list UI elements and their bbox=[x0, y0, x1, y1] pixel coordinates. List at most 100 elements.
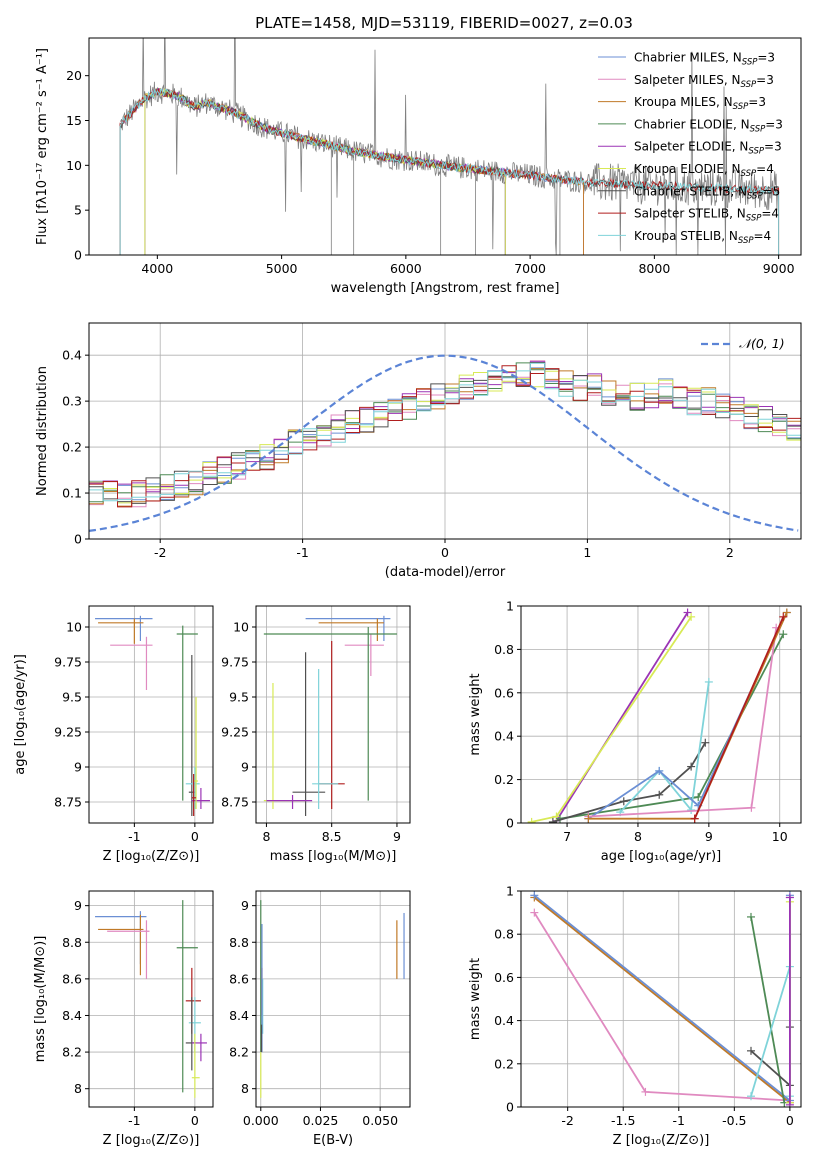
massweight_vs_age-xtick-label: 9 bbox=[705, 829, 713, 844]
age_vs_Z-xlabel: Z [log₁₀(Z/Z⊙)] bbox=[103, 849, 200, 864]
mass_vs_Z-xlabel: Z [log₁₀(Z/Z⊙)] bbox=[103, 1133, 200, 1148]
mass_vs_EBV-plot-area bbox=[260, 900, 405, 1098]
age_vs_mass-ytick-label: 9.5 bbox=[229, 690, 249, 705]
age_vs_Z-axes: -1 0 8.75 9 9.25 9.5 9.75 10 Z [log₁₀(Z/Z⊙)] age … bbox=[13, 605, 214, 864]
spectrum-plot-area bbox=[119, 38, 780, 255]
massweight_vs_age-ytick-label: 0 bbox=[506, 816, 514, 831]
massweight_vs_age-ytick-label: 0.8 bbox=[494, 642, 514, 657]
plots-layer: 4000 5000 6000 7000 8000 900005101520waveleng… bbox=[13, 37, 802, 1148]
mass_vs_Z-ytick-label: 8.6 bbox=[62, 971, 82, 986]
spectrum-ytick-label: 0 bbox=[74, 248, 82, 263]
mass_vs_EBV-ytick-label: 8.8 bbox=[229, 935, 249, 950]
figure-title: PLATE=1458, MJD=53119, FIBERID=0027, z=0… bbox=[255, 14, 633, 32]
histogram-gaussian-line bbox=[89, 354, 799, 532]
spectrum-xtick-label: 7000 bbox=[514, 261, 546, 276]
massweight_vs_age-series-line bbox=[555, 612, 689, 822]
histogram-xtick-label: -1 bbox=[296, 545, 308, 560]
age_vs_Z-ytick-label: 9 bbox=[74, 760, 82, 775]
spectrum-frame bbox=[88, 37, 802, 256]
mass_vs_EBV-xtick-label: 0.025 bbox=[303, 1113, 339, 1128]
massweight_vs_age-ytick-label: 0.4 bbox=[494, 729, 514, 744]
mass_vs_Z-ytick-label: 8.4 bbox=[62, 1008, 82, 1023]
histogram-xtick-label: 1 bbox=[583, 545, 591, 560]
massweight_vs_age-ytick-label: 0.2 bbox=[494, 772, 514, 787]
spectrum-legend-label: Chabrier STELIB, NSSP=5 bbox=[634, 184, 780, 201]
massweight_vs_age-xtick-label: 10 bbox=[772, 829, 788, 844]
mass_vs_Z-ylabel: mass [log₁₀(M/M⊙)] bbox=[33, 936, 48, 1063]
age_vs_mass-ytick-label: 9 bbox=[241, 760, 249, 775]
spectrum-model-line bbox=[119, 87, 780, 255]
mass_vs_EBV-ytick-label: 9 bbox=[241, 898, 249, 913]
histogram-ytick-label: 0.4 bbox=[62, 348, 82, 363]
spectrum-data-line bbox=[119, 38, 779, 255]
spectrum-legend-label: Salpeter MILES, NSSP=3 bbox=[634, 73, 774, 90]
spectrum-ytick-label: 5 bbox=[74, 203, 82, 218]
histogram-legend-label: 𝒩(0, 1) bbox=[739, 336, 785, 351]
age_vs_mass-ytick-label: 9.25 bbox=[221, 725, 249, 740]
histogram-step-line bbox=[89, 361, 801, 493]
histogram-xtick-label: 0 bbox=[441, 545, 449, 560]
massweight_vs_Z-ytick-label: 0 bbox=[506, 1100, 514, 1115]
mass_vs_Z-xtick-label: -1 bbox=[128, 1113, 140, 1128]
histogram-axes: -2 -1 0 1 2 0 0.1 0.2 0.3 0.4 (data-model)/error No… bbox=[35, 322, 802, 580]
spectrum-axes: 4000 5000 6000 7000 8000 9000 0 5 10 15 20 waveleng… bbox=[35, 37, 802, 296]
massweight_vs_Z-xlabel: Z [log₁₀(Z/Z⊙)] bbox=[613, 1133, 710, 1148]
spectrum-ytick-label: 10 bbox=[66, 158, 82, 173]
mass_vs_EBV-ytick-label: 8.6 bbox=[229, 971, 249, 986]
histogram-plot-area bbox=[89, 354, 801, 532]
histogram-ytick-label: 0 bbox=[74, 532, 82, 547]
massweight_vs_Z-xtick-label: -2 bbox=[561, 1113, 573, 1128]
mass_vs_Z-plot-area bbox=[95, 900, 207, 1098]
mass_vs_Z-ytick-label: 8.8 bbox=[62, 935, 82, 950]
massweight_vs_age-plot-area bbox=[527, 608, 791, 823]
histogram-step-line bbox=[89, 362, 801, 504]
histogram-xtick-label: -2 bbox=[154, 545, 166, 560]
massweight_vs_age-frame bbox=[520, 605, 802, 824]
histogram-step-line bbox=[89, 360, 801, 508]
age_vs_Z-ytick-label: 9.5 bbox=[62, 690, 82, 705]
histogram-step-line bbox=[89, 365, 801, 508]
massweight_vs_Z-ylabel: mass weight bbox=[468, 958, 483, 1040]
age_vs_Z-frame bbox=[88, 605, 214, 824]
massweight_vs_Z-xtick-label: -0.5 bbox=[722, 1113, 746, 1128]
spectrum-legend-label: Salpeter STELIB, NSSP=4 bbox=[634, 207, 779, 224]
age_vs_Z-xtick-label: -1 bbox=[128, 829, 140, 844]
spectrum-legend-label: Kroupa MILES, NSSP=3 bbox=[634, 95, 766, 112]
massweight_vs_Z-plot-area bbox=[530, 891, 794, 1107]
mass_vs_Z-ytick-label: 9 bbox=[74, 898, 82, 913]
massweight_vs_Z-xtick-label: -1.5 bbox=[611, 1113, 635, 1128]
age_vs_mass-ytick-label: 10 bbox=[233, 620, 249, 635]
spectrum-legend-label: Chabrier ELODIE, NSSP=3 bbox=[634, 117, 783, 134]
spectrum-xtick-label: 9000 bbox=[763, 261, 795, 276]
spectrum-xtick-label: 5000 bbox=[266, 261, 298, 276]
histogram-step-line bbox=[89, 362, 801, 502]
age_vs_mass-frame bbox=[255, 605, 411, 824]
massweight_vs_Z-ytick-label: 0.6 bbox=[494, 970, 514, 985]
age_vs_Z-ytick-label: 9.25 bbox=[54, 725, 82, 740]
age_vs_mass-ytick-label: 8.75 bbox=[221, 795, 249, 810]
mass_vs_EBV-xtick-label: 0.000 bbox=[243, 1113, 279, 1128]
spectrum-legend-label: Kroupa ELODIE, NSSP=4 bbox=[634, 162, 774, 179]
massweight_vs_Z-series-line bbox=[750, 916, 786, 1103]
age_vs_Z-ytick-label: 8.75 bbox=[54, 795, 82, 810]
massweight_vs_age-xtick-label: 7 bbox=[563, 829, 571, 844]
histogram-xtick-label: 2 bbox=[726, 545, 734, 560]
age_vs_mass-xtick-label: 8 bbox=[262, 829, 270, 844]
mass_vs_EBV-frame bbox=[255, 890, 411, 1108]
mass_vs_Z-xtick-label: 0 bbox=[191, 1113, 199, 1128]
age_vs_Z-xtick-label: 0 bbox=[191, 829, 199, 844]
mass_vs_EBV-ytick-label: 8.4 bbox=[229, 1008, 249, 1023]
massweight_vs_Z-xtick-label: 0 bbox=[786, 1113, 794, 1128]
massweight_vs_Z-ytick-label: 0.8 bbox=[494, 927, 514, 942]
spectrum-xtick-label: 4000 bbox=[141, 261, 173, 276]
massweight_vs_Z-xtick-label: -1 bbox=[673, 1113, 685, 1128]
mass_vs_EBV-ytick-label: 8 bbox=[241, 1081, 249, 1096]
massweight_vs_age-ytick-label: 1 bbox=[506, 599, 514, 614]
age_vs_Z-ylabel: age [log₁₀(age/yr)] bbox=[13, 654, 28, 775]
mass_vs_EBV-ytick-label: 8.2 bbox=[229, 1045, 249, 1060]
age_vs_mass-xlabel: mass [log₁₀(M/M⊙)] bbox=[270, 849, 397, 864]
age_vs_Z-plot-area bbox=[95, 615, 210, 816]
histogram-ytick-label: 0.1 bbox=[62, 486, 82, 501]
histogram-ytick-label: 0.2 bbox=[62, 440, 82, 455]
